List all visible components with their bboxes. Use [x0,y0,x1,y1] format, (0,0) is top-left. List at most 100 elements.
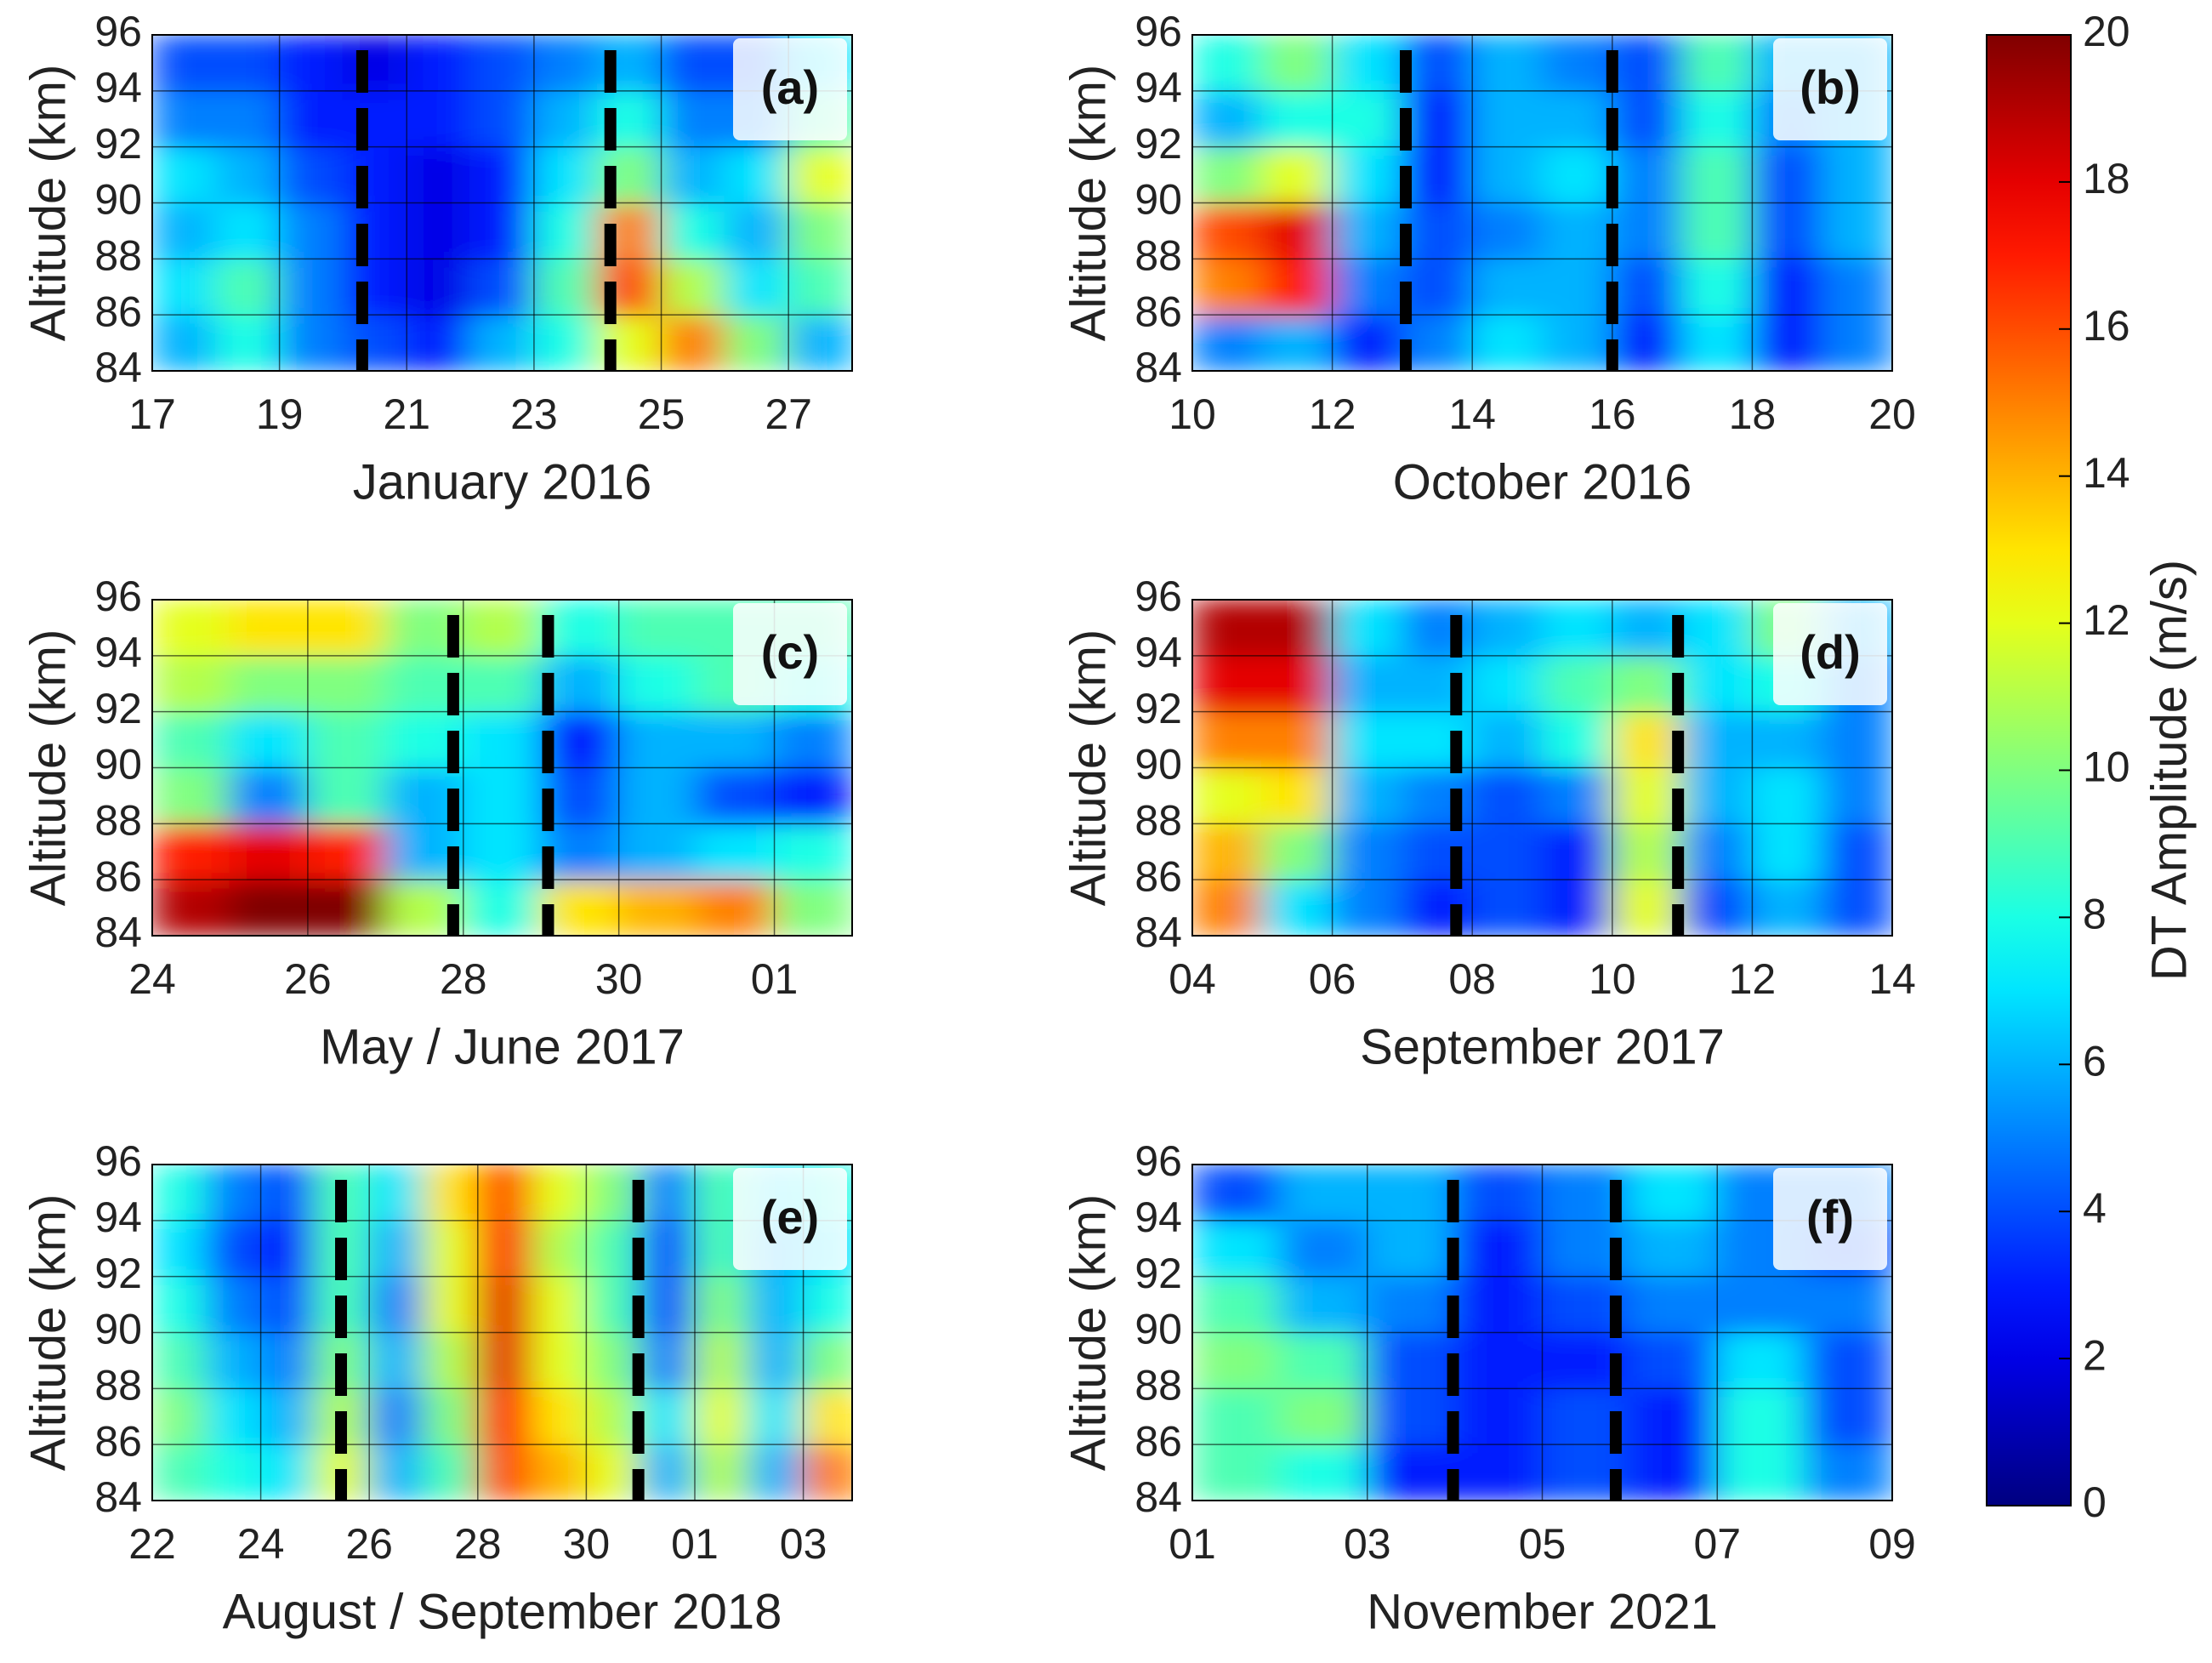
heat-cell [1541,258,1613,316]
y-tick-label: 96 [94,8,142,55]
heat-cell [1401,258,1474,316]
heat-cell [422,1331,479,1390]
heat-cell [1629,1275,1719,1334]
heat-cell [229,879,309,936]
heat-cell [406,89,472,148]
heat-cell [1471,35,1544,92]
y-tick-label: 96 [1134,8,1182,55]
heat-cell [152,35,217,92]
heat-cell [1401,823,1474,881]
heat-cell [1401,879,1474,936]
heat-cell [469,35,535,92]
heat-cell [1611,89,1684,148]
heat-cell [205,1331,262,1390]
heat-cell [1192,314,1264,371]
heat-cell [205,1275,262,1334]
heat-cell [724,202,790,260]
heat-cell [152,710,231,769]
heat-cell [342,145,408,204]
heat-cell [1192,258,1264,316]
heat-cell [693,1444,750,1501]
heat-cell [1261,145,1333,204]
x-axis-label: January 2016 [353,454,651,510]
heat-cell [462,710,543,769]
heat-cell [1453,1219,1544,1278]
heat-cell [1331,654,1403,713]
heat-cell [1804,1331,1892,1390]
heat-cell [152,1331,208,1390]
x-tick-label: 25 [638,390,685,438]
heat-cell [1681,145,1754,204]
heat-cell [1541,879,1613,936]
y-tick-label: 86 [94,1417,142,1465]
heat-cell [1331,89,1403,148]
heat-cell [1471,258,1544,316]
heat-cell [462,879,543,936]
heatmap-cells [1192,1165,1892,1501]
heat-cell [1261,314,1333,371]
heat-cell [1751,258,1823,316]
heat-cell [1751,314,1823,371]
heat-cell [469,314,535,371]
heat-cell [1804,1387,1892,1446]
panel-label-box [1773,38,1887,140]
heat-cell [617,766,698,825]
heat-cell [342,202,408,260]
heat-cell [1192,879,1264,936]
x-tick-label: 10 [1169,390,1216,438]
heat-cell [368,1219,424,1278]
heat-cell [532,145,599,204]
heat-cell [205,1387,262,1446]
x-tick-label: 24 [128,955,176,1003]
colorbar-label: DT Amplitude (m/s) [2141,560,2197,981]
heat-cell [1278,1387,1368,1446]
colorbar-tick-label: 12 [2083,596,2130,644]
x-tick-label: 05 [1519,1520,1567,1568]
heat-cell [1471,89,1544,148]
heat-cell [1192,35,1264,92]
colorbar-tick-label: 18 [2083,155,2130,202]
x-tick-label: 17 [128,390,176,438]
x-tick-label: 18 [1729,390,1777,438]
heatmap [1192,35,1892,371]
x-tick-label: 26 [284,955,332,1003]
heat-cell [1192,1219,1281,1278]
heat-cell [788,145,852,204]
colorbar-tick-label: 2 [2083,1331,2107,1379]
heat-cell [1192,1275,1281,1334]
heat-cell [422,1165,479,1222]
heat-cell [1716,1331,1806,1390]
heat-cell [214,35,281,92]
heat-cell [152,258,217,316]
heat-cell [1192,1331,1281,1390]
heat-cell [1611,600,1684,657]
heat-cell [585,1444,642,1501]
heat-cell [1331,314,1403,371]
heat-cell [693,1387,750,1446]
panel-label: (d) [1800,625,1861,679]
heat-cell [585,1387,642,1446]
heat-cell [532,202,599,260]
heat-cell [1366,1444,1456,1501]
heat-cell [259,1387,316,1446]
heat-cell [1401,766,1474,825]
heat-cell [1804,1275,1892,1334]
heat-cell [1681,314,1754,371]
y-tick-label: 88 [94,797,142,845]
heat-cell [205,1219,262,1278]
heat-cell [152,1387,208,1446]
x-tick-label: 30 [563,1520,611,1568]
y-tick-label: 96 [1134,572,1182,620]
heat-cell [724,314,790,371]
x-tick-label: 26 [345,1520,393,1568]
heat-cell [368,1444,424,1501]
heat-cell [152,89,217,148]
panel-label: (b) [1800,60,1861,114]
heat-cell [1716,1444,1806,1501]
heat-cell [1821,258,1892,316]
heat-cell [1751,879,1823,936]
heat-cell [1629,1331,1719,1390]
y-axis-label: Altitude (km) [1061,629,1116,907]
y-tick-label: 94 [1134,629,1182,676]
heat-cell [1471,823,1544,881]
